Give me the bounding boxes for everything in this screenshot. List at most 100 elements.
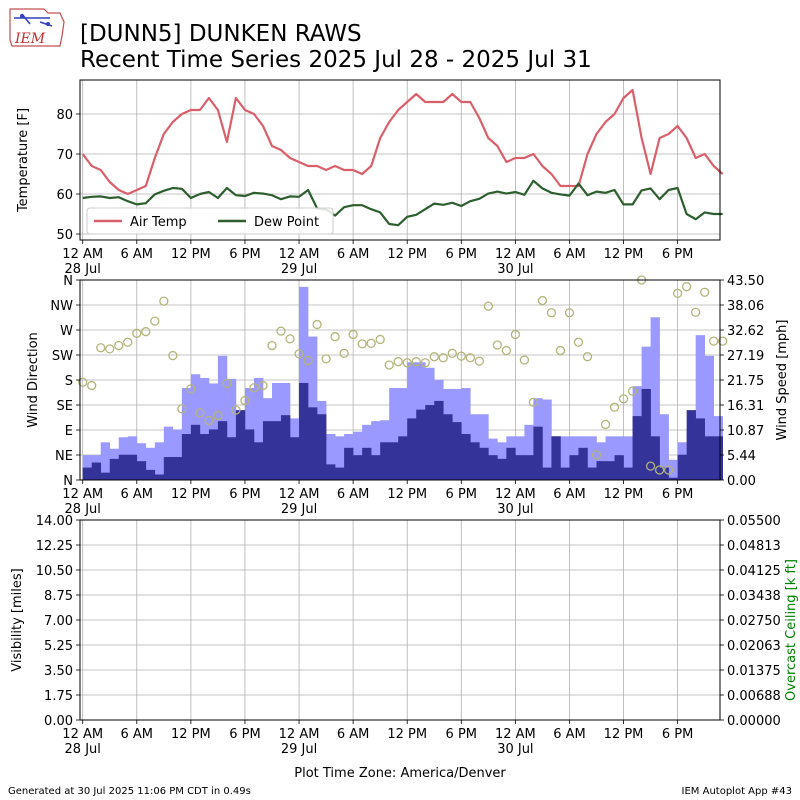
direction-point	[510, 329, 521, 340]
speed-tick-label: 21.75	[727, 374, 764, 389]
speed-bar	[326, 464, 336, 480]
ceiling-tick-label: 0.03438	[727, 589, 781, 604]
speed-bar	[668, 477, 678, 480]
speed-bar	[425, 405, 435, 480]
speed-bar	[623, 467, 633, 480]
ceiling-tick-label: 0.02750	[727, 614, 781, 629]
direction-tick-label: NE	[55, 449, 73, 464]
direction-point	[150, 316, 160, 326]
direction-point	[474, 356, 484, 366]
direction-point	[240, 395, 250, 406]
speed-bar	[217, 421, 228, 480]
speed-bar	[82, 467, 93, 480]
direction-point	[249, 383, 259, 393]
direction-point	[267, 340, 277, 351]
speed-bar	[470, 442, 480, 480]
direction-tick-label: S	[65, 374, 73, 389]
speed-bar	[551, 436, 561, 480]
speed-bar	[362, 447, 372, 480]
x-tick-label: 12 PM	[604, 727, 644, 742]
visibility-tick-label: 7.00	[44, 614, 73, 629]
direction-point	[672, 288, 683, 298]
speed-bar	[208, 429, 219, 480]
speed-bar	[479, 447, 489, 480]
speed-bar	[163, 457, 174, 480]
series-line-dew-point	[82, 179, 723, 227]
direction-tick-label: W	[60, 324, 73, 339]
direction-point	[546, 308, 557, 318]
x-tick-label: 6 AM	[121, 727, 154, 742]
x-axis-label: Plot Time Zone: America/Denver	[294, 766, 506, 781]
direction-point	[330, 332, 340, 342]
ceiling-tick-label: 0.00688	[727, 689, 781, 704]
direction-point	[123, 337, 133, 347]
direction-point	[492, 340, 503, 350]
x-tick-label: 12 AM	[62, 487, 103, 502]
direction-tick-label: E	[65, 424, 73, 439]
direction-point	[321, 354, 331, 364]
ceiling-tick-label: 0.00000	[727, 714, 781, 729]
visibility-tick-label: 10.50	[36, 564, 73, 579]
speed-bar	[650, 436, 660, 480]
direction-point	[159, 296, 169, 306]
gust-bar	[659, 414, 669, 480]
ceiling-tick-label: 0.01375	[727, 664, 781, 679]
speed-bar	[253, 442, 264, 480]
direction-point	[681, 282, 692, 292]
gust-bar	[650, 317, 660, 480]
x-tick-label: 12 PM	[171, 727, 211, 742]
gust-bar	[479, 414, 489, 480]
x-tick-label: 6 PM	[229, 487, 260, 502]
x-tick-label: 12 PM	[387, 727, 427, 742]
speed-bar	[335, 467, 345, 480]
speed-tick-label: 38.06	[727, 299, 764, 314]
visibility-tick-label: 0.00	[44, 714, 73, 729]
speed-tick-label: 5.44	[727, 449, 756, 464]
x-tick-label: 12 AM	[279, 727, 320, 742]
speed-bar	[605, 461, 615, 480]
speed-tick-label: 32.62	[727, 324, 764, 339]
direction-tick-label: N	[63, 474, 73, 489]
x-date-label: 28 Jul	[65, 502, 101, 517]
speed-bar	[380, 442, 390, 480]
direction-point	[357, 339, 367, 349]
direction-point	[96, 343, 106, 353]
x-tick-label: 12 PM	[604, 247, 644, 262]
y-axis-label-left: Wind Direction	[26, 332, 41, 428]
direction-point	[519, 355, 530, 365]
logo-text: IEM	[14, 31, 46, 47]
speed-bar	[172, 457, 183, 480]
speed-bar	[587, 467, 597, 480]
speed-bar	[91, 462, 102, 480]
speed-bar	[641, 388, 651, 480]
speed-bar	[181, 434, 192, 480]
gust-bar	[199, 377, 210, 480]
plot-frame	[79, 79, 721, 241]
speed-bar	[443, 414, 453, 480]
series-line-air-temp	[81, 88, 724, 196]
direction-point	[78, 377, 88, 387]
speed-tick-label: 10.87	[727, 424, 764, 439]
gust-bar	[145, 447, 156, 480]
direction-point	[411, 357, 421, 367]
speed-bar	[533, 426, 543, 480]
x-tick-label: 6 AM	[553, 247, 586, 262]
gust-bar	[154, 442, 165, 480]
speed-tick-label: 43.50	[727, 274, 764, 289]
y-tick-label: 50	[56, 228, 73, 243]
x-date-label: 28 Jul	[65, 262, 101, 277]
x-tick-label: 12 AM	[279, 487, 320, 502]
direction-point	[700, 287, 710, 297]
visibility-tick-label: 1.75	[44, 689, 73, 704]
x-tick-label: 12 AM	[495, 727, 536, 742]
direction-point	[564, 308, 575, 318]
direction-point	[573, 337, 584, 347]
x-tick-label: 6 AM	[337, 247, 370, 262]
y-axis-label-right: Wind Speed [mph]	[775, 320, 790, 441]
direction-tick-label: SE	[57, 399, 73, 414]
legend-box	[86, 207, 334, 235]
gust-bar	[389, 388, 399, 480]
speed-bar	[398, 436, 408, 480]
x-tick-label: 6 PM	[662, 727, 693, 742]
y-axis-label-right: Overcast Ceiling [k ft]	[784, 559, 799, 701]
